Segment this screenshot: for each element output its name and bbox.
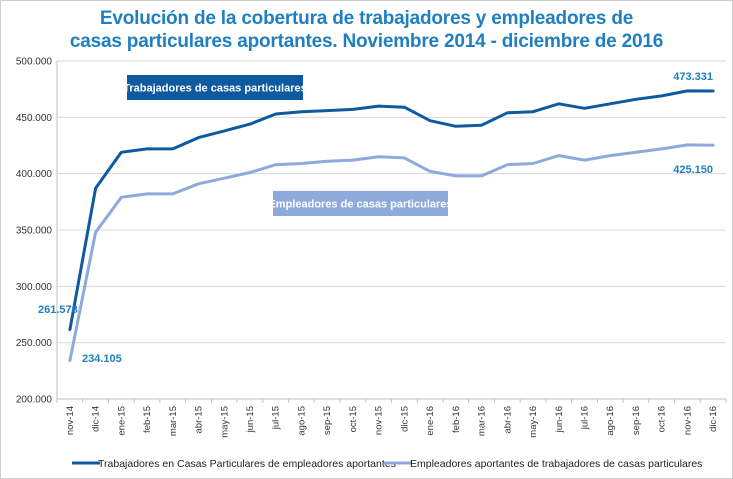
x-tick-label: dic-15 (399, 406, 410, 432)
x-tick-label: sep-15 (322, 406, 333, 435)
x-tick-label: abr-15 (194, 406, 205, 433)
y-tick-label: 400.000 (16, 169, 53, 180)
y-tick-label: 450.000 (16, 113, 53, 124)
x-tick-label: jul-15 (271, 406, 282, 430)
x-tick-label: may-16 (528, 406, 539, 438)
x-tick-label: nov-16 (682, 406, 693, 435)
x-tick-label: ago-16 (605, 406, 616, 436)
data-labels: 261.578 473.331 234.105 425.150 (38, 71, 713, 365)
x-tick-label: ene-15 (116, 406, 127, 436)
x-tick-label: feb-15 (142, 406, 153, 433)
x-tick-label: jul-16 (579, 406, 590, 430)
series-callout-box-1 (127, 75, 303, 100)
y-tick-label: 250.000 (16, 338, 53, 349)
chart-title-line1: Evolución de la cobertura de trabajadore… (99, 8, 634, 29)
gridlines (57, 60, 726, 400)
x-tick-label: jun-16 (554, 406, 565, 433)
series-line-2 (68, 143, 715, 363)
x-tick-label: mar-15 (168, 406, 179, 436)
series-lines (68, 89, 715, 363)
y-tick-label: 300.000 (16, 282, 53, 293)
series-callout-label-1: Trabajadores de casas particulares (123, 83, 306, 95)
legend-label-1: Trabajadores en Casas Particulares de em… (98, 458, 396, 470)
x-tick-label: oct-16 (657, 406, 668, 432)
x-tick-label: ene-16 (425, 406, 436, 436)
x-tick-label: ago-15 (296, 406, 307, 436)
series-callouts: Trabajadores de casas particulares Emplea… (123, 75, 453, 216)
y-tick-label: 350.000 (16, 226, 53, 237)
data-label-first-2: 234.105 (82, 353, 122, 365)
y-tick-label: 200.000 (16, 395, 53, 406)
series-callout-box-2 (273, 191, 448, 216)
series-callout-label-2: Empleadores de casas particulares (268, 199, 452, 211)
x-tick-label: nov-15 (374, 406, 385, 435)
x-tick-label: nov-14 (65, 406, 76, 435)
x-axis: nov-14 dic-14 ene-15 feb-15 mar-15 abr-15 may-… (56, 398, 727, 438)
data-label-last-1: 473.331 (673, 71, 713, 83)
data-label-last-2: 425.150 (673, 164, 713, 176)
x-tick-label: jun-15 (245, 406, 256, 433)
x-tick-label: dic-16 (708, 406, 719, 432)
x-tick-label: sep-16 (631, 406, 642, 435)
x-tick-label: mar-16 (477, 406, 488, 436)
chart-title-line2: casas particulares aportantes. Noviembre… (69, 31, 664, 52)
legend-label-2: Empleadores aportantes de trabajadores d… (410, 458, 702, 470)
x-tick-label: abr-16 (502, 406, 513, 433)
data-label-first-1: 261.578 (38, 304, 78, 316)
series-line-1 (68, 89, 715, 332)
y-axis: 200.000 250.000 300.000 350.000 400.000 450.0… (16, 57, 58, 406)
x-tick-label: may-15 (219, 406, 230, 438)
x-tick-label: feb-16 (451, 406, 462, 433)
legend: Trabajadores en Casas Particulares de em… (72, 458, 702, 470)
x-tick-label: dic-14 (91, 406, 102, 432)
y-tick-label: 500.000 (16, 57, 53, 68)
x-tick-label: oct-15 (348, 406, 359, 432)
